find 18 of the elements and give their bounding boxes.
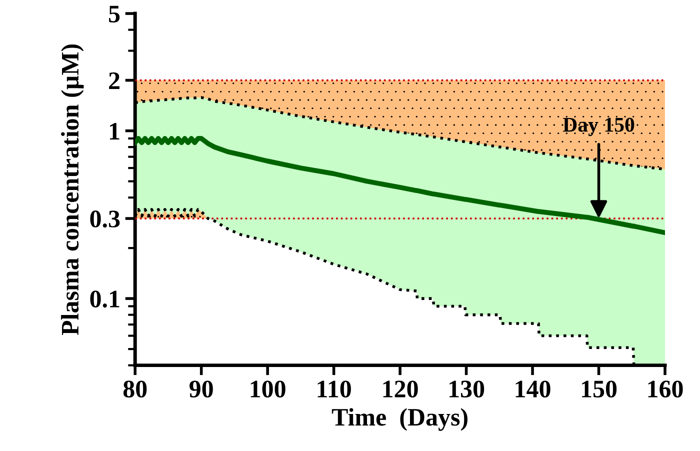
x-tick-label: 160	[648, 380, 683, 398]
y-tick-label: 5	[109, 6, 120, 22]
y-tick-label: 0.3	[90, 210, 120, 228]
y-tick-label: 1	[110, 122, 120, 140]
line-series	[135, 136, 665, 236]
y-tick-label: 0.1	[90, 290, 120, 308]
x-tick-label: 140	[516, 380, 550, 398]
y-tick-label: 2	[109, 72, 120, 89]
x-tick-label: 130	[450, 380, 484, 398]
x-tick-label: 90	[190, 380, 213, 398]
annotation: Day 150	[562, 118, 634, 136]
x-tick-label: 150	[582, 380, 617, 398]
x-axis-title: Time (Days)	[332, 408, 468, 431]
y-axis-title: Plasma concentration (µM)	[61, 44, 84, 336]
x-tick-label: 80	[123, 380, 147, 398]
x-tick-label: 110	[318, 380, 351, 398]
x-tick-label: 100	[250, 380, 286, 398]
x-tick-label: 120	[383, 380, 418, 398]
